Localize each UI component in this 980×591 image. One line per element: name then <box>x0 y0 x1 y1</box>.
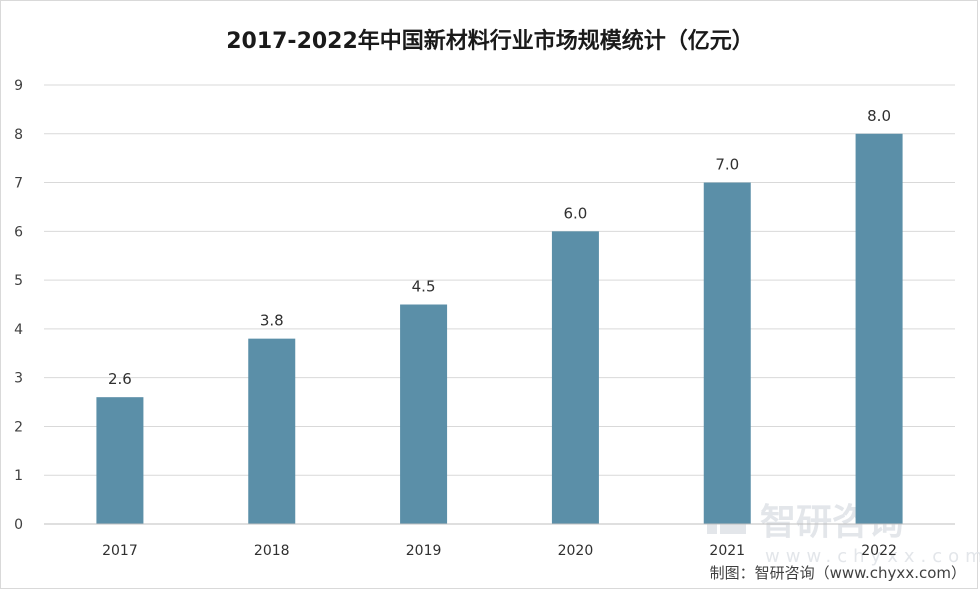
x-tick-label: 2022 <box>861 543 897 559</box>
bars <box>96 133 903 525</box>
y-tick-label: 9 <box>14 78 23 94</box>
y-tick-label: 4 <box>14 322 23 338</box>
y-axis-ticks: 0 1 2 3 4 5 6 7 8 9 <box>14 78 23 533</box>
bar-2022 <box>855 133 903 524</box>
bar-2017 <box>96 397 144 524</box>
source-label: 制图：智研咨询（www.chyxx.com） <box>710 564 966 582</box>
chart-title: 2017-2022年中国新材料行业市场规模统计（亿元） <box>226 28 754 54</box>
gridlines <box>44 84 955 476</box>
x-tick-label: 2017 <box>102 543 138 559</box>
y-tick-label: 1 <box>14 468 23 484</box>
x-tick-label: 2021 <box>709 543 745 559</box>
data-label: 6.0 <box>563 204 587 222</box>
bar-2018 <box>248 338 296 524</box>
y-tick-label: 0 <box>14 517 23 533</box>
y-tick-label: 6 <box>14 224 23 240</box>
y-tick-label: 2 <box>14 419 23 435</box>
bar-2021 <box>703 182 751 525</box>
x-tick-label: 2019 <box>406 543 442 559</box>
data-label: 4.5 <box>412 278 436 296</box>
x-axis-ticks: 2017 2018 2019 2020 2021 2022 <box>102 543 897 559</box>
bar-2019 <box>400 304 448 524</box>
data-labels: 2.6 3.8 4.5 6.0 7.0 8.0 <box>108 107 891 388</box>
x-tick-label: 2018 <box>254 543 290 559</box>
x-tick-label: 2020 <box>558 543 594 559</box>
watermark-url: www.chyxx.com <box>765 546 980 567</box>
y-tick-label: 3 <box>14 371 23 387</box>
y-tick-label: 5 <box>14 273 23 289</box>
y-tick-label: 8 <box>14 127 23 143</box>
bar-2020 <box>551 231 599 525</box>
data-label: 8.0 <box>867 107 891 125</box>
y-tick-label: 7 <box>14 176 23 192</box>
data-label: 3.8 <box>260 312 284 330</box>
data-label: 7.0 <box>715 156 739 174</box>
data-label: 2.6 <box>108 370 132 388</box>
